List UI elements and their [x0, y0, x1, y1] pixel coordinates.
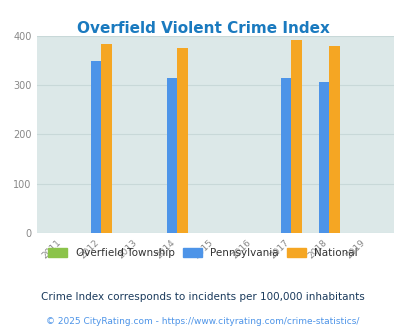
- Text: Crime Index corresponds to incidents per 100,000 inhabitants: Crime Index corresponds to incidents per…: [41, 292, 364, 302]
- Text: © 2025 CityRating.com - https://www.cityrating.com/crime-statistics/: © 2025 CityRating.com - https://www.city…: [46, 317, 359, 326]
- Bar: [166, 78, 177, 233]
- Bar: [101, 44, 111, 233]
- Bar: [177, 48, 188, 233]
- Bar: [280, 78, 290, 233]
- Legend: Overfield Township, Pennsylvania, National: Overfield Township, Pennsylvania, Nation…: [44, 244, 361, 262]
- Bar: [318, 82, 328, 233]
- Bar: [328, 46, 339, 233]
- Text: Overfield Violent Crime Index: Overfield Violent Crime Index: [77, 21, 328, 36]
- Bar: [90, 61, 101, 233]
- Bar: [290, 40, 301, 233]
